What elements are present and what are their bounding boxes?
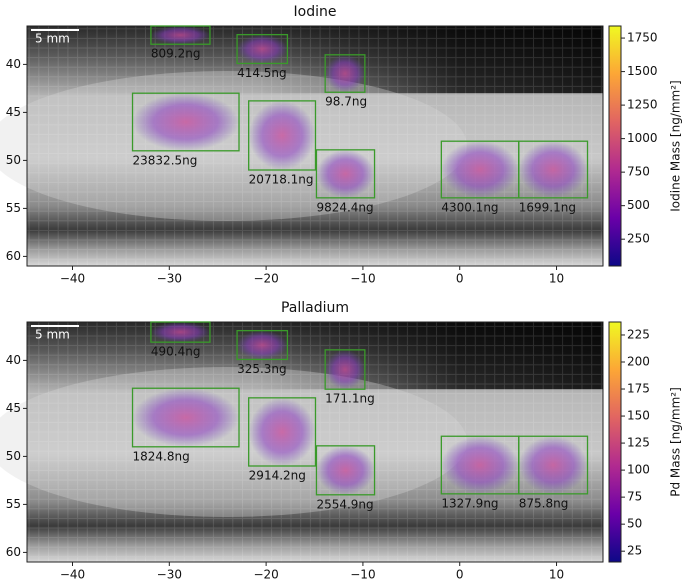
roi-box — [248, 397, 317, 467]
roi-box — [324, 54, 366, 93]
activity-overlay — [325, 54, 365, 93]
activity-overlay — [132, 93, 240, 151]
scalebar-label: 5 mm — [35, 328, 70, 342]
roi-box — [518, 435, 589, 495]
colorbar-tick-label: 50 — [627, 517, 642, 531]
roi-label: 23832.5ng — [133, 153, 198, 167]
colorbar-tick-label: 1750 — [627, 31, 658, 45]
colorbar-tick-label: 1500 — [627, 64, 658, 78]
roi-box — [315, 149, 376, 199]
panel-title: Palladium — [281, 300, 349, 316]
roi-label: 171.1ng — [325, 392, 375, 406]
activity-overlay — [518, 436, 588, 494]
y-tick-label: 45 — [6, 401, 21, 415]
x-tick-label: 0 — [456, 272, 464, 286]
colorbar-tick-label: 1000 — [627, 131, 658, 145]
x-tick-label: 0 — [456, 568, 464, 582]
activity-overlay — [150, 26, 210, 45]
y-tick-label: 50 — [6, 449, 21, 463]
roi-label: 490.4ng — [151, 345, 201, 359]
colorbar — [608, 321, 622, 563]
colorbar-tick-label: 100 — [627, 463, 650, 477]
roi-label: 2554.9ng — [316, 497, 373, 511]
roi-label: 9824.4ng — [316, 200, 373, 214]
roi-box — [150, 25, 211, 45]
x-tick-label: −40 — [60, 568, 85, 582]
colorbar-tick-label: 250 — [627, 232, 650, 246]
x-tick-label: −10 — [350, 272, 375, 286]
roi-box — [150, 321, 211, 343]
roi-label: 1327.9ng — [441, 496, 498, 510]
x-tick-label: −20 — [253, 272, 278, 286]
activity-overlay — [150, 322, 210, 343]
y-tick-label: 55 — [6, 201, 21, 215]
roi-label: 2914.2ng — [249, 469, 306, 483]
activity-overlay — [441, 141, 519, 198]
roi-box — [315, 445, 376, 496]
colorbar-tick-label: 200 — [627, 355, 650, 369]
image-panel — [0, 26, 603, 266]
image-panel — [0, 322, 603, 562]
roi-box — [236, 33, 289, 65]
colorbar-tick-label: 225 — [627, 327, 650, 341]
roi-label: 20718.1ng — [249, 173, 314, 187]
y-tick-label: 60 — [6, 545, 21, 559]
roi-label: 809.2ng — [151, 47, 201, 61]
x-tick-label: 10 — [549, 568, 564, 582]
roi-box — [324, 349, 366, 390]
activity-overlay — [237, 330, 288, 360]
roi-label: 98.7ng — [325, 95, 367, 109]
roi-label: 1824.8ng — [133, 449, 190, 463]
roi-label: 4300.1ng — [441, 200, 498, 214]
activity-overlay — [132, 388, 240, 447]
roi-box — [518, 140, 589, 199]
x-tick-label: −30 — [157, 272, 182, 286]
y-tick-label: 50 — [6, 153, 21, 167]
activity-overlay — [325, 349, 365, 390]
x-tick-label: −40 — [60, 272, 85, 286]
y-tick-label: 40 — [6, 57, 21, 71]
activity-overlay — [248, 100, 316, 170]
roi-box — [131, 387, 240, 448]
activity-overlay — [248, 397, 316, 467]
roi-label: 875.8ng — [519, 496, 569, 510]
image-border — [26, 25, 604, 267]
roi-box — [248, 100, 317, 171]
y-tick-label: 45 — [6, 105, 21, 119]
colorbar — [608, 25, 622, 267]
roi-label: 325.3ng — [237, 362, 287, 376]
y-tick-label: 55 — [6, 497, 21, 511]
activity-overlay — [441, 436, 519, 494]
colorbar-tick-label: 175 — [627, 382, 650, 396]
roi-box — [236, 329, 289, 361]
x-tick-label: −30 — [157, 568, 182, 582]
roi-label: 1699.1ng — [519, 200, 576, 214]
colorbar-tick-label: 150 — [627, 409, 650, 423]
roi-box — [131, 92, 240, 152]
y-tick-label: 40 — [6, 353, 21, 367]
x-tick-label: −10 — [350, 568, 375, 582]
colorbar-label: Iodine Mass [ng/mm²] — [669, 80, 683, 211]
scalebar-label: 5 mm — [35, 32, 70, 46]
panel-title: Iodine — [294, 4, 337, 20]
roi-label: 414.5ng — [237, 66, 287, 80]
x-tick-label: 10 — [549, 272, 564, 286]
colorbar-label: Pd Mass [ng/mm²] — [669, 387, 683, 497]
colorbar-tick-label: 1250 — [627, 98, 658, 112]
colorbar-tick-label: 500 — [627, 198, 650, 212]
colorbar-tick-label: 75 — [627, 490, 642, 504]
activity-overlay — [316, 445, 375, 495]
activity-overlay — [237, 34, 288, 64]
activity-overlay — [518, 141, 588, 198]
colorbar-tick-label: 750 — [627, 165, 650, 179]
activity-overlay — [316, 149, 375, 198]
x-tick-label: −20 — [253, 568, 278, 582]
colorbar-tick-label: 25 — [627, 544, 642, 558]
image-border — [26, 321, 604, 563]
y-tick-label: 60 — [6, 249, 21, 263]
colorbar-tick-label: 125 — [627, 436, 650, 450]
